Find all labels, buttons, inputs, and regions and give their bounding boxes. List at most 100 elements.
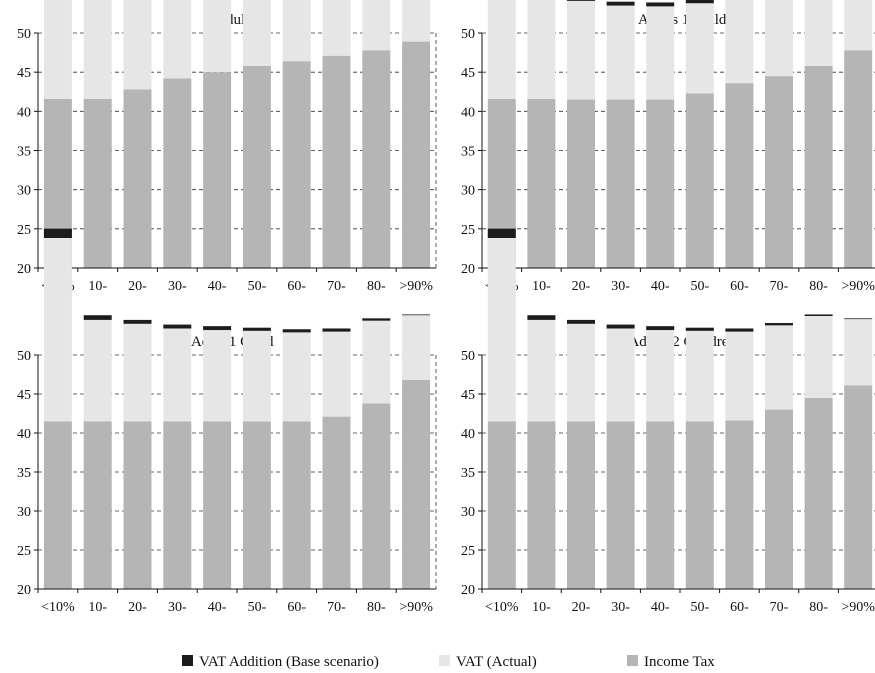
x-tick-label: 30- <box>611 600 630 615</box>
bar-vat-addition <box>646 326 675 331</box>
bar-vat-actual <box>322 331 351 417</box>
bar-vat-actual <box>844 319 873 386</box>
x-tick-label: 50- <box>248 600 267 615</box>
bar-vat-addition <box>203 326 232 331</box>
x-tick-label: 10- <box>88 600 107 615</box>
y-tick-label: 30 <box>461 184 475 199</box>
bar-vat-addition <box>487 228 516 238</box>
bar-vat-actual <box>402 315 431 380</box>
y-tick-label: 20 <box>461 583 475 598</box>
bar-vat-addition <box>646 2 675 7</box>
bar-vat-addition <box>362 318 391 321</box>
bar-vat-actual <box>646 330 675 422</box>
x-tick-label: 30- <box>168 600 187 615</box>
bar-vat-actual <box>242 330 271 422</box>
y-tick-label: 35 <box>17 145 31 160</box>
x-tick-label: 40- <box>208 279 227 294</box>
y-tick-label: 25 <box>461 544 475 559</box>
legend-label: Income Tax <box>644 654 715 670</box>
bar-vat-actual <box>163 0 192 79</box>
bar-vat-actual <box>685 3 714 94</box>
bar-income-tax <box>725 83 754 268</box>
x-tick-label: 40- <box>651 279 670 294</box>
bar-vat-actual <box>527 319 556 422</box>
bar-vat-actual <box>804 316 833 398</box>
bar-vat-actual <box>725 331 754 421</box>
x-tick-label: 50- <box>690 600 709 615</box>
bar-vat-actual <box>567 323 595 422</box>
y-tick-label: 50 <box>17 349 31 364</box>
bar-vat-actual <box>203 330 232 422</box>
bar-income-tax <box>646 99 675 268</box>
bar-income-tax <box>282 421 311 589</box>
y-tick-label: 20 <box>461 262 475 277</box>
bar-income-tax <box>725 420 754 589</box>
y-tick-label: 50 <box>17 27 31 42</box>
bar-income-tax <box>844 385 873 589</box>
x-tick-label: 20- <box>572 279 591 294</box>
x-tick-label: 70- <box>327 279 346 294</box>
bar-income-tax <box>527 98 556 268</box>
y-tick-label: 40 <box>17 105 31 120</box>
x-tick-label: >90% <box>841 600 875 615</box>
y-tick-label: 40 <box>461 427 475 442</box>
bar-vat-actual <box>242 0 271 66</box>
bar-income-tax <box>123 89 152 269</box>
x-tick-label: 30- <box>611 279 630 294</box>
x-tick-label: 80- <box>367 279 386 294</box>
bar-vat-addition <box>685 0 714 4</box>
bar-income-tax <box>402 379 431 589</box>
x-tick-label: 60- <box>730 600 749 615</box>
bar-vat-actual <box>43 0 72 99</box>
y-tick-label: 40 <box>461 105 475 120</box>
legend-swatch-income-tax <box>627 655 638 666</box>
bar-income-tax <box>606 421 635 589</box>
bar-income-tax <box>804 397 833 589</box>
bar-vat-actual <box>163 328 192 422</box>
y-tick-label: 25 <box>17 223 31 238</box>
y-tick-label: 30 <box>17 184 31 199</box>
bar-vat-actual <box>203 0 232 73</box>
x-tick-label: >90% <box>399 600 433 615</box>
bar-income-tax <box>83 98 112 268</box>
bar-vat-addition <box>606 324 635 329</box>
x-tick-label: <10% <box>485 600 519 615</box>
legend-swatch-vat-addition <box>182 655 193 666</box>
bar-vat-addition <box>163 324 192 329</box>
x-tick-label: 60- <box>730 279 749 294</box>
y-tick-label: 35 <box>461 466 475 481</box>
bar-income-tax <box>606 99 635 268</box>
x-tick-label: 70- <box>770 279 789 294</box>
bar-vat-actual <box>844 0 873 51</box>
bar-income-tax <box>527 421 556 589</box>
bar-vat-actual <box>282 0 311 62</box>
x-tick-label: 30- <box>168 279 187 294</box>
bar-vat-actual <box>685 330 714 422</box>
legend-label: VAT (Actual) <box>456 654 537 670</box>
legend: VAT Addition (Base scenario) VAT (Actual)… <box>182 654 715 670</box>
bar-vat-addition <box>567 0 595 1</box>
bar-income-tax <box>765 76 793 268</box>
y-tick-label: 50 <box>461 349 475 364</box>
x-tick-label: 70- <box>327 600 346 615</box>
bar-vat-actual <box>123 0 152 90</box>
bar-income-tax <box>203 421 232 589</box>
bar-income-tax <box>765 409 793 589</box>
x-tick-label: 40- <box>651 600 670 615</box>
bar-vat-actual <box>567 0 595 100</box>
bar-income-tax <box>242 421 271 589</box>
chart-panel: 2 Adults 1 Child20253035404550<10%10-20-… <box>461 0 875 294</box>
bar-vat-actual <box>765 325 793 410</box>
bar-vat-addition <box>43 228 72 238</box>
bar-vat-actual <box>487 0 516 99</box>
x-tick-label: 20- <box>128 600 147 615</box>
bar-vat-addition <box>804 314 833 316</box>
bar-vat-addition <box>606 1 635 6</box>
y-tick-label: 40 <box>17 427 31 442</box>
bar-vat-actual <box>43 238 72 422</box>
bar-income-tax <box>685 421 714 589</box>
bar-vat-actual <box>646 6 675 100</box>
x-tick-label: 60- <box>287 279 306 294</box>
bar-vat-actual <box>83 0 112 99</box>
